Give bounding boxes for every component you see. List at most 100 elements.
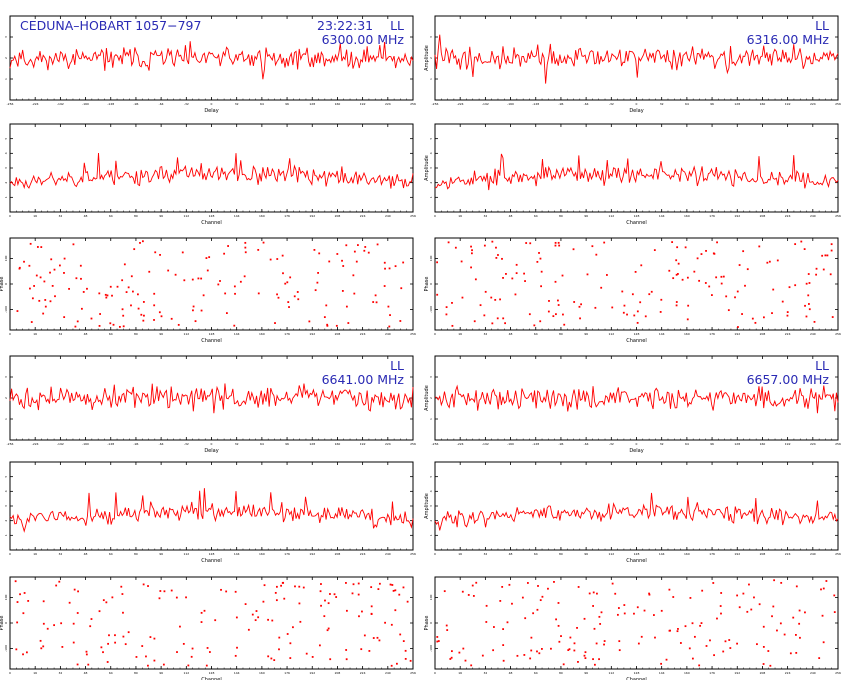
phase-point	[677, 262, 680, 265]
phase-point	[314, 289, 317, 292]
x-tick-label: 96	[710, 102, 714, 106]
phase-point	[142, 319, 145, 322]
x-tick-label: 0	[636, 102, 638, 106]
phase-point	[289, 642, 292, 645]
phase-point	[276, 258, 279, 260]
phase-point	[42, 312, 45, 315]
phase-point	[132, 290, 134, 293]
phase-point	[603, 640, 606, 642]
panel-p1-phase: 0 16 32 48 64 80 96 112 128 144 160 176 192 208 224 240…	[0, 237, 416, 344]
phase-point	[278, 636, 281, 639]
phase-point	[751, 317, 754, 320]
y-tick-label: 1	[4, 78, 8, 80]
phase-point	[106, 294, 109, 297]
phase-point	[691, 622, 694, 625]
phase-point	[316, 281, 319, 284]
x-tick-label: -32	[184, 102, 189, 106]
phase-point	[772, 288, 775, 291]
phase-point	[592, 658, 594, 661]
phase-point	[458, 651, 461, 654]
y-axis-label: Amplitude	[424, 155, 430, 181]
axes-frame	[434, 237, 839, 331]
phase-point	[200, 309, 203, 312]
phase-point	[296, 291, 299, 293]
phase-point	[49, 300, 52, 303]
x-tick-label: 32	[483, 552, 487, 556]
x-tick-label: 160	[684, 214, 690, 218]
phase-point	[474, 278, 477, 281]
phase-point	[722, 650, 725, 653]
phase-point	[302, 586, 305, 589]
phase-point	[320, 583, 322, 585]
phase-point	[114, 641, 117, 644]
phase-point	[767, 650, 770, 652]
phase-point	[214, 619, 217, 622]
phase-point	[780, 581, 783, 584]
phase-point	[205, 664, 208, 667]
phase-point	[588, 592, 591, 595]
phase-point	[720, 612, 722, 615]
phase-point	[388, 325, 391, 328]
phase-point	[727, 309, 730, 312]
phase-point	[533, 324, 536, 327]
phase-point	[36, 246, 39, 248]
x-tick-label: 64	[534, 214, 538, 218]
phase-point	[573, 649, 576, 652]
phase-point	[557, 304, 560, 306]
phase-point	[672, 596, 675, 598]
phase-point	[137, 293, 139, 296]
phase-point	[271, 619, 274, 622]
phase-point	[22, 612, 25, 615]
x-tick-label: 64	[109, 214, 113, 218]
phase-point	[821, 254, 824, 257]
phase-point	[660, 662, 663, 665]
phase-point	[125, 291, 128, 293]
phase-point	[206, 647, 209, 649]
x-tick-label: 112	[183, 214, 189, 218]
phase-point	[328, 260, 331, 263]
phase-point	[299, 620, 302, 623]
x-tick-label: 256	[410, 552, 416, 556]
x-tick-label: -224	[32, 442, 39, 446]
phase-point	[746, 268, 749, 271]
phase-point	[341, 290, 344, 292]
y-tick-label: 2	[4, 57, 8, 59]
phase-point	[225, 312, 228, 315]
phase-point	[822, 268, 825, 271]
phase-point	[633, 314, 636, 317]
phase-point	[153, 304, 156, 307]
phase-point	[147, 664, 149, 667]
x-tick-label: 176	[709, 552, 715, 556]
phase-point	[345, 609, 348, 612]
x-tick-label: 160	[684, 671, 690, 675]
phase-point	[698, 664, 701, 667]
x-tick-label: 16	[458, 671, 462, 675]
y-axis-label: Phase	[0, 616, 5, 631]
x-tick-label: 32	[660, 442, 664, 446]
phase-point	[493, 626, 495, 628]
phase-point	[277, 296, 280, 299]
x-tick-label: 144	[659, 214, 665, 218]
y-tick-label: 100	[4, 255, 8, 261]
phase-point	[807, 294, 810, 297]
phase-point	[443, 590, 446, 593]
phase-point	[105, 601, 108, 604]
phase-point	[744, 284, 746, 287]
x-tick-label: 64	[534, 552, 538, 556]
polarization-label: LL	[390, 358, 404, 373]
phase-point	[233, 324, 236, 327]
phase-point	[19, 593, 21, 596]
y-tick-label: 100	[429, 594, 433, 600]
phase-point	[394, 589, 397, 592]
phase-point	[357, 593, 360, 596]
phase-point	[190, 655, 193, 658]
phase-point	[540, 270, 543, 273]
x-tick-label: 0	[9, 214, 11, 218]
phase-point	[39, 276, 42, 279]
x-tick-label: -128	[532, 442, 539, 446]
phase-point	[243, 275, 246, 278]
phase-point	[63, 257, 66, 260]
phase-point	[275, 599, 278, 602]
phase-point	[318, 252, 321, 255]
x-tick-label: 64	[685, 442, 689, 446]
